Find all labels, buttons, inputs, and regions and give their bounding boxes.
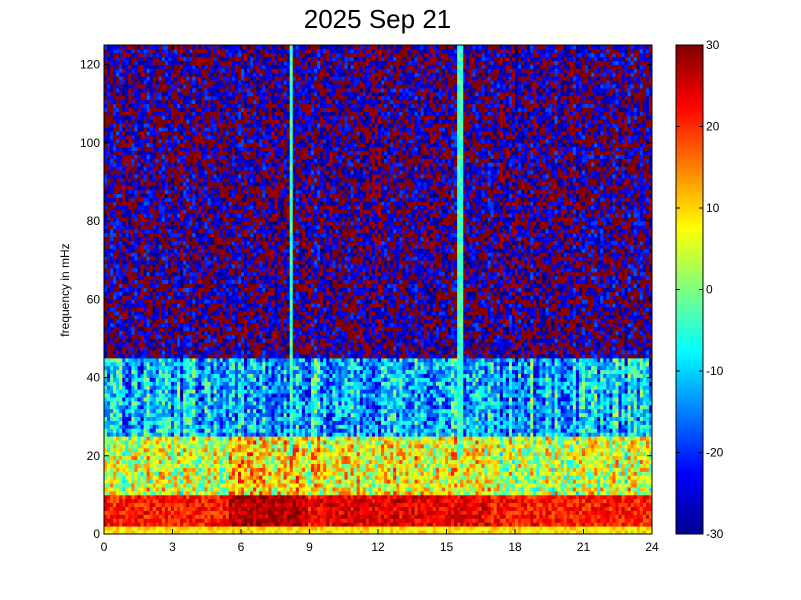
x-tick-label: 9 xyxy=(306,540,313,554)
colorbar-tick-label: -10 xyxy=(706,364,724,378)
x-tick-label: 6 xyxy=(238,540,245,554)
x-tick-label: 3 xyxy=(169,540,176,554)
x-tick-label: 0 xyxy=(101,540,108,554)
x-tick-label: 24 xyxy=(645,540,659,554)
colorbar-tick-label: 20 xyxy=(706,120,720,134)
y-tick-label: 100 xyxy=(80,136,100,150)
y-tick-label: 40 xyxy=(87,371,101,385)
x-tick-label: 21 xyxy=(577,540,591,554)
y-tick-label: 80 xyxy=(87,214,101,228)
colorbar-tick-label: -30 xyxy=(706,527,724,541)
colorbar-tick-label: 0 xyxy=(706,283,713,297)
colorbar-tick-label: 30 xyxy=(706,38,720,52)
y-tick-label: 60 xyxy=(87,292,101,306)
colorbar xyxy=(676,45,703,534)
y-tick-label: 120 xyxy=(80,58,100,72)
y-tick-label: 20 xyxy=(87,449,101,463)
x-tick-label: 12 xyxy=(371,540,385,554)
x-tick-label: 15 xyxy=(440,540,454,554)
colorbar-tick-label: -20 xyxy=(706,446,724,460)
colorbar-tick-label: 10 xyxy=(706,201,720,215)
heatmap-cells xyxy=(104,45,652,534)
x-tick-label: 18 xyxy=(508,540,522,554)
y-tick-label: 0 xyxy=(93,527,100,541)
